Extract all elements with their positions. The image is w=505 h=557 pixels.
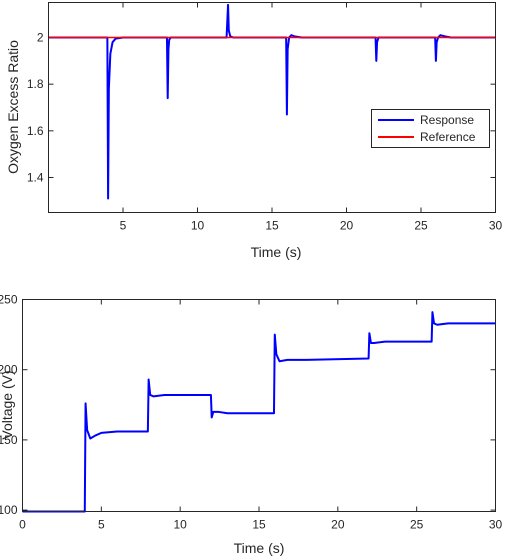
- bottom-x-tick-label: 15: [252, 518, 266, 532]
- bottom-series-lines: [22, 311, 496, 513]
- bottom-series-voltage: [22, 311, 496, 513]
- top-x-tick-label: 10: [191, 219, 205, 233]
- bottom-y-axis-label: Voltage (V): [0, 370, 15, 439]
- top-series-response: [48, 3, 496, 200]
- bottom-x-axis-label: Time (s): [234, 540, 285, 556]
- bottom-x-tick-label: 10: [173, 518, 187, 532]
- top-y-axis-label: Oxygen Excess Ratio: [5, 40, 21, 174]
- top-series-lines: [48, 3, 496, 200]
- top-plot-axes-box: [48, 2, 496, 213]
- bottom-y-tick-label: 100: [0, 503, 18, 517]
- top-x-tick-label: 30: [489, 219, 503, 233]
- bottom-x-tick-label: 0: [19, 518, 26, 532]
- oxygen-ratio-plot: 1.4 1.6 1.8 2 5 10 15 20 25 30 Time (s) Oxygen E…: [5, 2, 503, 260]
- legend-response-label: Response: [420, 113, 474, 127]
- legend-box: [371, 109, 490, 148]
- bottom-y-ticks: 100 150 200 250: [0, 293, 496, 517]
- top-x-tick-label: 20: [340, 219, 354, 233]
- top-y-ticks: 1.4 1.6 1.8 2: [27, 31, 496, 185]
- top-x-tick-label: 5: [120, 219, 127, 233]
- bottom-y-tick-label: 200: [0, 363, 18, 377]
- bottom-y-tick-label: 150: [0, 433, 18, 447]
- top-x-tick-label: 15: [265, 219, 279, 233]
- legend-reference-label: Reference: [420, 130, 476, 144]
- top-y-tick-label: 1.8: [27, 77, 44, 91]
- top-x-tick-label: 25: [414, 219, 428, 233]
- bottom-y-tick-label: 250: [0, 293, 18, 307]
- bottom-x-ticks: 0 5 10 15 20 25 30: [19, 299, 503, 532]
- top-x-axis-label: Time (s): [251, 244, 302, 260]
- top-x-ticks: 5 10 15 20 25 30: [120, 2, 503, 233]
- top-y-tick-label: 2: [37, 31, 44, 45]
- bottom-x-tick-label: 25: [410, 518, 424, 532]
- top-y-tick-label: 1.6: [27, 124, 44, 138]
- top-y-tick-label: 1.4: [27, 171, 44, 185]
- voltage-plot: 100 150 200 250 0 5 10 15 20 25 30 Time (s) Volta…: [0, 293, 502, 557]
- bottom-plot-axes-box: [22, 299, 496, 512]
- bottom-x-tick-label: 20: [331, 518, 345, 532]
- legend: Response Reference: [371, 109, 490, 148]
- bottom-x-tick-label: 30: [489, 518, 503, 532]
- bottom-x-tick-label: 5: [98, 518, 105, 532]
